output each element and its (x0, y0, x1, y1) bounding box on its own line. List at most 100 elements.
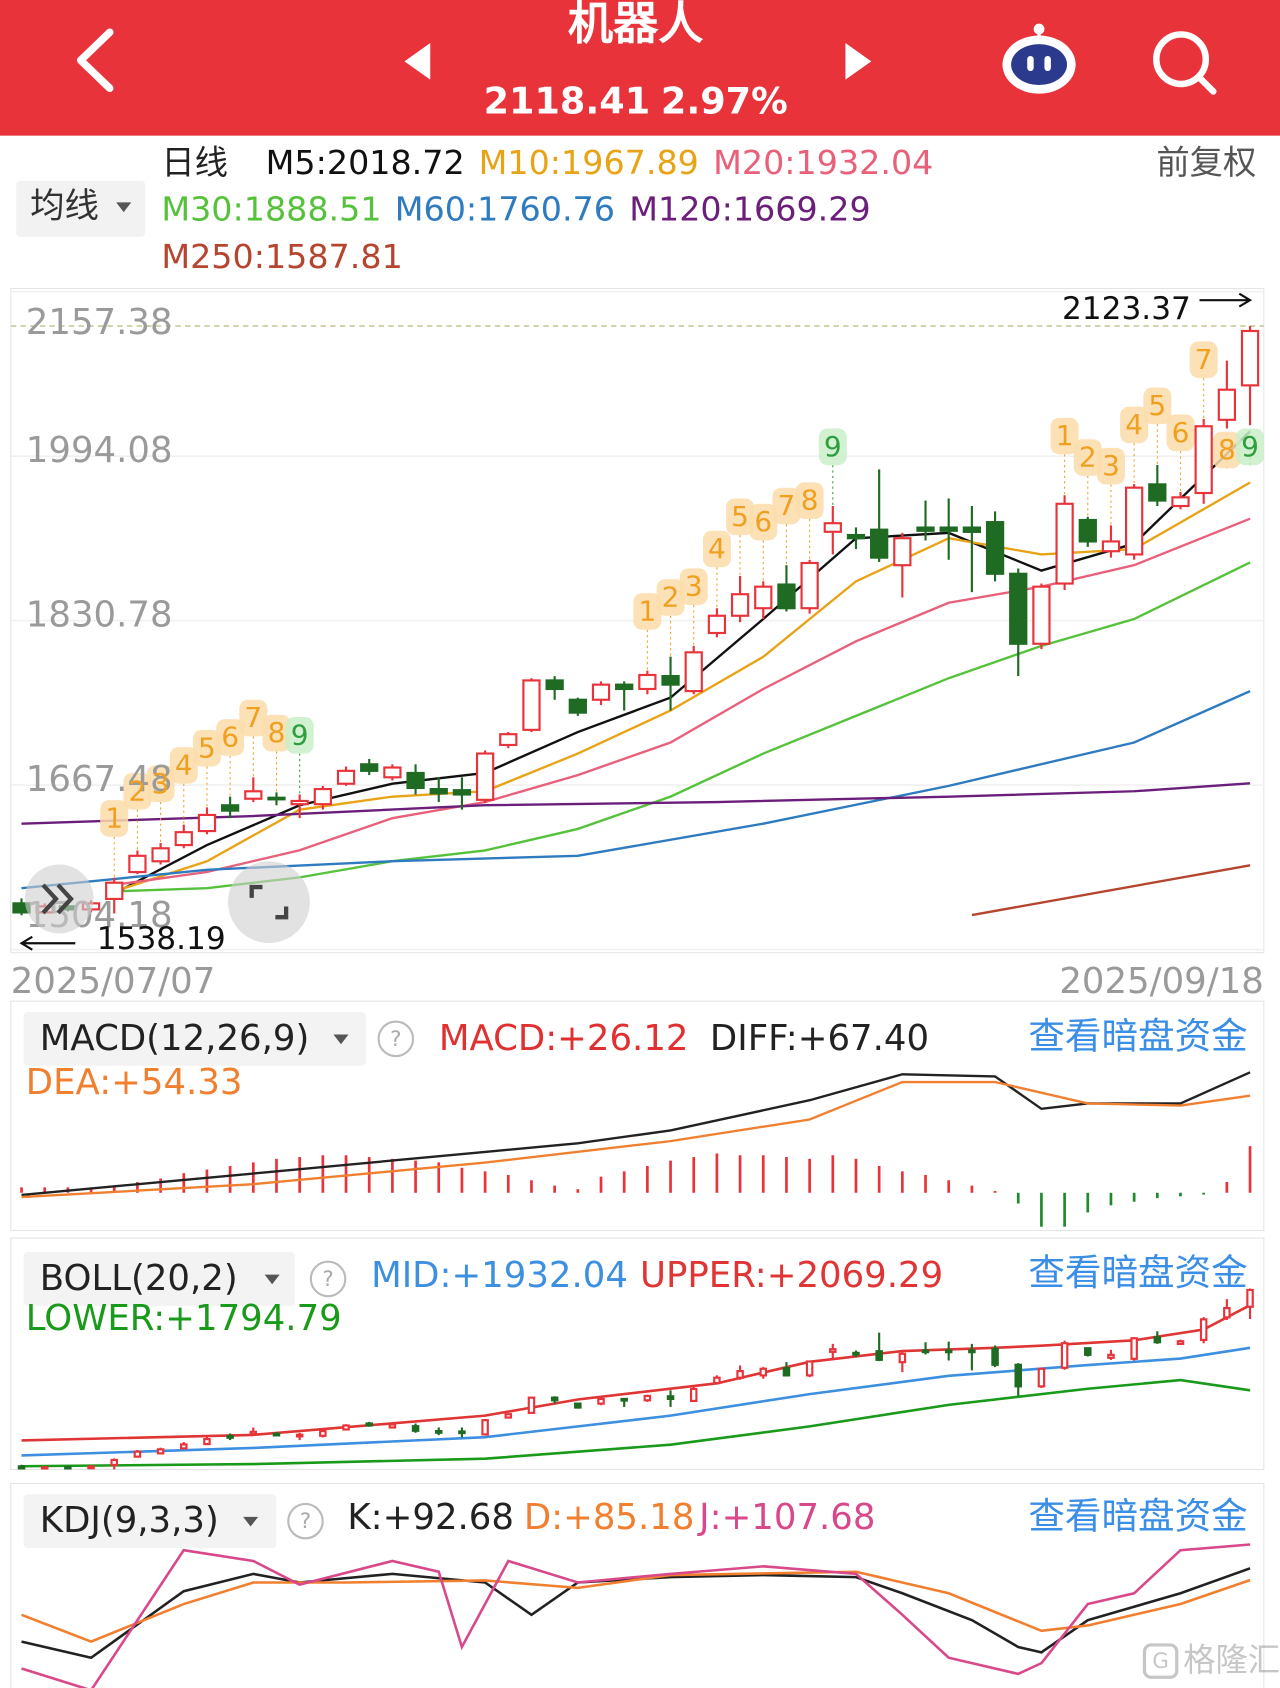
td-badge (123, 772, 152, 810)
legend-entry: M250:1587.81 (161, 237, 402, 276)
candle-body (1148, 483, 1167, 502)
td-badge (1143, 387, 1172, 425)
boll-dropdown[interactable] (23, 1252, 295, 1306)
watermark: G 格隆汇 (1142, 1641, 1280, 1679)
dark-pool-link[interactable]: 查看暗盘资金 (1028, 1014, 1247, 1057)
candle-body (452, 789, 472, 796)
indicator-dropdown[interactable] (16, 180, 146, 237)
candle-body (991, 1347, 999, 1366)
help-mark: ? (322, 1267, 333, 1292)
k-value: K:+92.68 (347, 1497, 514, 1538)
candle-body (151, 847, 170, 863)
td-count: 6 (754, 505, 772, 538)
td-count: 1 (1056, 419, 1074, 452)
back-button[interactable] (76, 28, 114, 93)
help-icon[interactable] (287, 1502, 324, 1540)
candle-body (1153, 1336, 1162, 1344)
td-count: 9 (1241, 430, 1259, 463)
td-count: 9 (291, 718, 309, 751)
legend-entry: M20:1932.04 (713, 143, 933, 182)
td-count: 5 (1148, 389, 1166, 422)
macd-dropdown[interactable] (23, 1011, 366, 1066)
candle-body (249, 1430, 258, 1436)
prev-stock[interactable] (404, 43, 431, 80)
indicator-line (21, 690, 1251, 890)
indicator-name: 均线 (30, 186, 99, 226)
x-tick-label: 2025/07/07 (11, 961, 216, 1002)
candle-body (1176, 1340, 1185, 1345)
td-count: 1 (638, 595, 656, 628)
watermark-text: 格隆汇 (1183, 1641, 1280, 1679)
assistant-icon[interactable] (1002, 23, 1076, 94)
td-count: 3 (685, 570, 703, 603)
candle-body (475, 752, 495, 801)
td-badge (146, 765, 175, 803)
candle-body (1130, 1337, 1138, 1360)
candle-body (1125, 486, 1144, 556)
change: 2.97% (661, 79, 788, 122)
candle-body (429, 787, 448, 795)
td-count: 7 (778, 489, 796, 522)
td-badge (216, 719, 245, 756)
candle-body (615, 683, 634, 691)
td-count: 2 (1079, 441, 1097, 474)
td-badge (1073, 439, 1102, 476)
diff-value: DIFF:+67.40 (710, 1018, 929, 1059)
td-badge (262, 714, 291, 752)
td-count: 8 (268, 716, 286, 749)
candle-body (1101, 540, 1121, 553)
candle-body (1246, 1288, 1254, 1308)
dark-pool-link[interactable]: 查看暗盘资金 (1028, 1494, 1247, 1537)
macd-value: MACD:+26.12 (439, 1018, 689, 1059)
mid-value: MID:+1932.04 (371, 1255, 628, 1296)
kdj-chart (21, 1543, 1251, 1688)
legend-entry: M5:2018.72 (266, 143, 465, 182)
candle-body (1009, 572, 1028, 645)
candle-body (893, 537, 912, 567)
candle-body (40, 1466, 49, 1470)
td-count: 2 (662, 581, 680, 614)
stock-name: 机器人 (568, 0, 704, 50)
kdj-dropdown[interactable] (23, 1494, 277, 1549)
candle-body (985, 521, 1005, 575)
indicator-line (21, 1570, 1251, 1643)
candle-body (916, 526, 935, 532)
search-icon[interactable] (1153, 31, 1217, 95)
x-tick-label: 2025/09/18 (1059, 961, 1264, 1002)
td-badge (749, 503, 778, 541)
dropdown-caret (116, 202, 132, 213)
fullscreen-button[interactable] (228, 861, 310, 944)
help-mark: ? (390, 1027, 401, 1052)
y-tick-label: 1994.08 (26, 430, 173, 471)
candle-body (591, 683, 611, 701)
candle-body (313, 787, 332, 806)
collapse-button[interactable] (24, 864, 94, 934)
td-badge (1050, 417, 1079, 455)
candle-body (1217, 388, 1237, 421)
y-tick-label: 1830.78 (26, 594, 173, 635)
candle-body (545, 679, 564, 691)
next-stock[interactable] (845, 43, 872, 80)
candle-body (244, 790, 263, 800)
td-count: 1 (105, 802, 123, 835)
td-count: 8 (801, 484, 819, 517)
dark-pool-link[interactable]: 查看暗盘资金 (1028, 1251, 1247, 1294)
legend-entry: M30:1888.51 (161, 189, 381, 228)
td-count: 6 (221, 720, 239, 753)
lower-value: LOWER:+1794.79 (26, 1298, 342, 1339)
help-icon[interactable] (377, 1020, 415, 1058)
candle-body (1078, 518, 1097, 543)
candle-body (504, 1413, 513, 1419)
candle-body (272, 1432, 281, 1437)
candle-body (110, 1458, 118, 1467)
candle-body (666, 1395, 675, 1401)
candle-body (527, 1396, 536, 1414)
help-icon[interactable] (309, 1260, 347, 1298)
td-count: 5 (731, 500, 749, 533)
td-count: 7 (244, 701, 262, 734)
adjust-label[interactable]: 前复权 (1156, 143, 1256, 182)
candle-body (295, 1433, 304, 1438)
td-count: 8 (1218, 433, 1236, 466)
candle-body (342, 1424, 350, 1431)
